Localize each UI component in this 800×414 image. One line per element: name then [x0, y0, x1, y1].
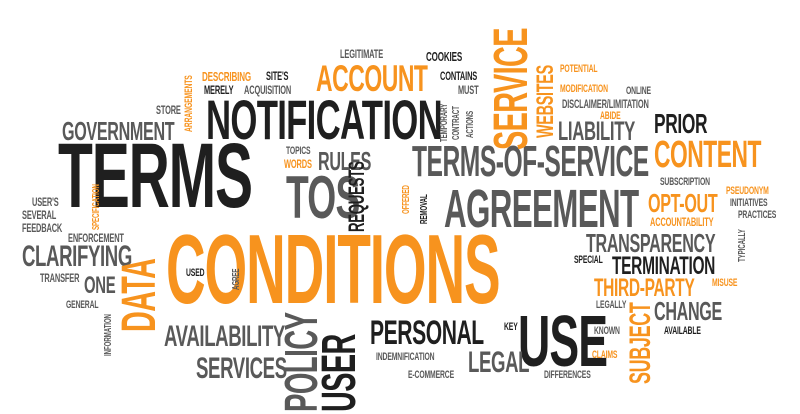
word-conditions: CONDITIONS: [166, 214, 501, 324]
word-indemnification: INDEMNIFICATION: [376, 351, 435, 363]
word-several: SEVERAL: [22, 208, 57, 222]
word-misuse: MISUSE: [712, 277, 738, 289]
word-government: GOVERNMENT: [62, 116, 175, 146]
word-key: KEY: [504, 321, 518, 333]
word-termination: TERMINATION: [612, 252, 716, 280]
word-enforcement: ENFORCEMENT: [68, 231, 124, 245]
word-legitimate: LEGITIMATE: [340, 47, 384, 61]
word-merely: MERELY: [204, 83, 234, 97]
word-store: STORE: [156, 103, 181, 117]
word-modification: MODIFICATION: [560, 83, 608, 95]
word-content: CONTENT: [654, 134, 762, 176]
word-e-commerce: E-COMMERCE: [408, 369, 455, 381]
word-transfer: TRANSFER: [40, 271, 80, 285]
word-feedback: FEEDBACK: [22, 221, 63, 235]
word-acquisition: ACQUISITION: [244, 83, 292, 97]
word-differences: DIFFERENCES: [544, 369, 591, 381]
word-online: ONLINE: [626, 85, 651, 97]
word-information: INFORMATION: [103, 314, 114, 356]
word-arrangements: ARRANGEMENTS: [183, 75, 195, 132]
word-prior: PRIOR: [654, 108, 708, 139]
word-contract: CONTRACT: [451, 106, 462, 140]
word-initiatives: INITIATIVES: [730, 197, 768, 209]
word-service: SERVICE: [485, 28, 538, 151]
word-legally: LEGALLY: [596, 299, 627, 311]
word-removal: REMOVAL: [419, 194, 430, 224]
word-words: WORDS: [284, 157, 312, 171]
word-used: USED: [186, 267, 205, 279]
word-services: SERVICES: [196, 352, 287, 385]
word-user: USER: [313, 334, 366, 412]
word-one: ONE: [84, 272, 116, 299]
word-claims: CLAIMS: [592, 349, 618, 361]
word-requests: REQUESTS: [344, 161, 369, 232]
word-general: GENERAL: [66, 299, 99, 311]
word-websites: WEBSITES: [532, 65, 559, 138]
word-legal: LEGAL: [468, 346, 530, 379]
word-data: DATA: [113, 258, 166, 332]
word-notification: NOTIFICATION: [206, 88, 443, 151]
word-account: ACCOUNT: [316, 58, 428, 99]
word-terms: TERMS: [58, 125, 253, 227]
word-potential: POTENTIAL: [560, 63, 598, 75]
word-subject: SUBJECT: [624, 302, 657, 384]
word-tos: TOS: [286, 164, 360, 231]
word-abide: ABIDE: [600, 110, 621, 122]
word-available: AVAILABLE: [664, 325, 701, 337]
word-offered: OFFERED: [401, 185, 412, 214]
word-accountability: ACCOUNTABILITY: [650, 215, 714, 229]
word-use: USE: [518, 302, 608, 382]
word-agree: AGREE: [231, 268, 242, 290]
word-contains: CONTAINS: [440, 69, 478, 83]
word-third-party: THIRD-PARTY: [594, 274, 695, 302]
word-users: USER'S: [32, 195, 59, 209]
word-known: KNOWN: [594, 325, 620, 337]
word-specification: SPECIFICATION: [91, 184, 102, 230]
word-must: MUST: [458, 83, 479, 97]
word-rules: RULES: [318, 146, 372, 176]
word-subscription: SUBSCRIPTION: [660, 176, 710, 188]
word-terms-of-service: TERMS-OF-SERVICE: [412, 137, 649, 186]
word-opt-out: OPT-OUT: [648, 188, 718, 218]
word-change: CHANGE: [654, 296, 722, 326]
word-agreement: AGREEMENT: [444, 179, 639, 239]
word-pseudonym: PSEUDONYM: [726, 185, 769, 197]
word-practices: PRACTICES: [738, 209, 777, 221]
word-topics: TOPICS: [286, 145, 311, 157]
word-transparency: TRANSPARENCY: [586, 228, 716, 258]
word-personal: PERSONAL: [370, 314, 484, 352]
word-cookies: COOKIES: [426, 49, 463, 64]
word-typically: TYPICALLY: [737, 229, 748, 262]
word-actions: ACTIONS: [465, 110, 476, 138]
word-liability: LIABILITY: [558, 116, 635, 146]
word-sites: SITE'S: [266, 69, 289, 83]
word-availability: AVAILABILITY: [164, 320, 285, 353]
word-disclaimer: DISCLAIMER/LIMITATION: [562, 97, 649, 111]
word-temporary: TEMPORARY: [439, 103, 450, 142]
word-clarifying: CLARIFYING: [22, 240, 132, 273]
word-special: SPECIAL: [574, 254, 603, 266]
word-describing: DESCRIBING: [202, 69, 251, 84]
